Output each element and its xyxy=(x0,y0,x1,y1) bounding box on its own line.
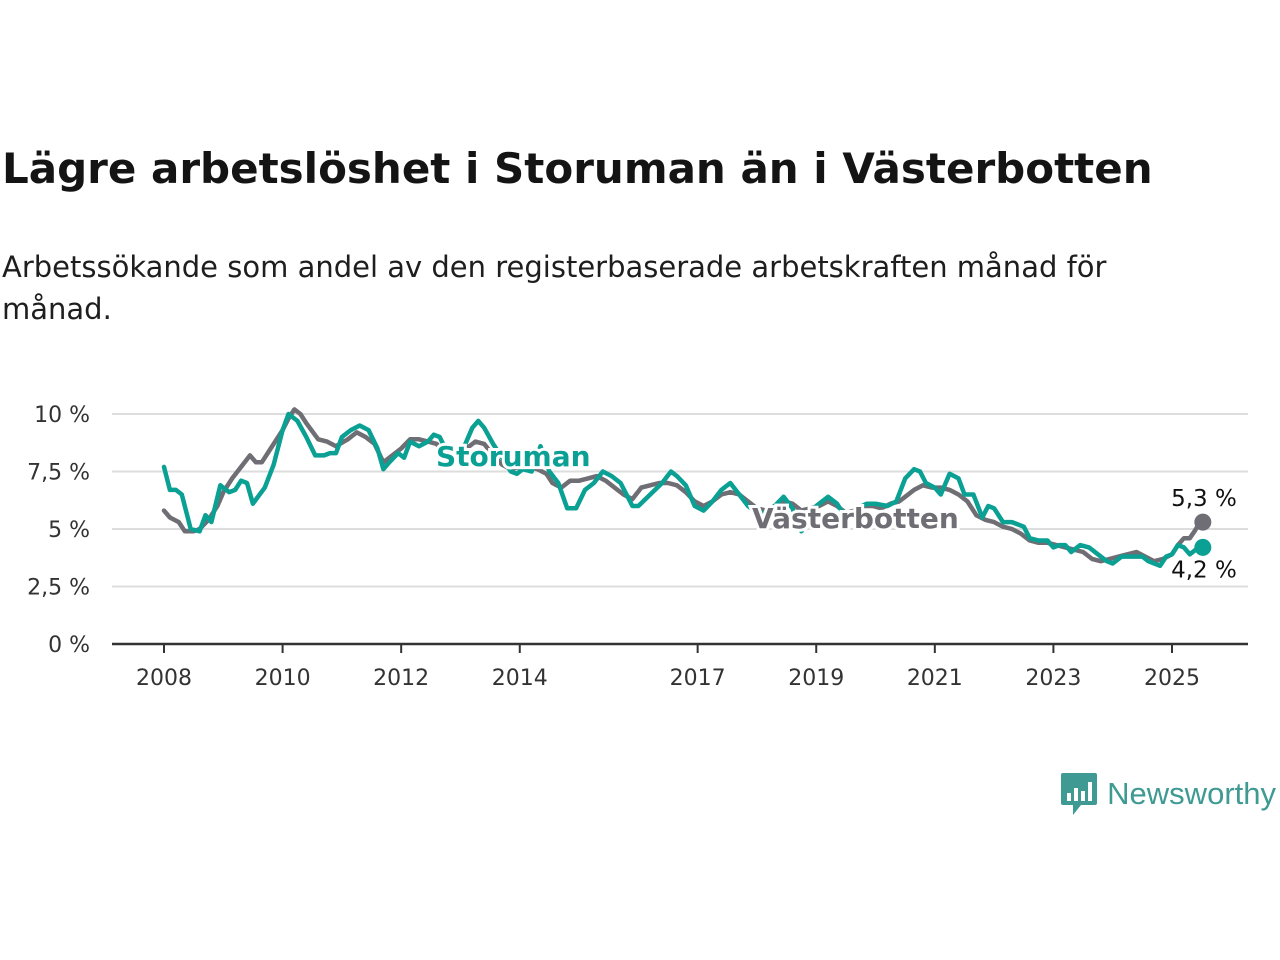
x-tick-label: 2017 xyxy=(670,666,726,691)
end-value-storuman: 4,2 % xyxy=(1171,557,1237,583)
x-tick-label: 2025 xyxy=(1144,666,1200,691)
x-tick-label: 2010 xyxy=(255,666,311,691)
end-point-vasterbotten xyxy=(1194,513,1212,531)
y-tick-label: 7,5 % xyxy=(27,461,90,486)
x-tick-label: 2008 xyxy=(136,666,192,691)
end-point-storuman xyxy=(1194,538,1212,556)
y-tick-label: 0 % xyxy=(48,633,90,658)
series-label-storuman: Storuman xyxy=(436,440,591,473)
series-line-vasterbotten xyxy=(161,407,1206,564)
brand-name: Newsworthy xyxy=(1107,776,1276,811)
newsworthy-logo: Newsworthy xyxy=(1059,772,1276,816)
series-line-storuman xyxy=(161,411,1206,569)
series-layer xyxy=(161,407,1212,569)
y-tick-label: 10 % xyxy=(34,403,90,428)
y-tick-label: 5 % xyxy=(48,518,90,543)
label-layer: Storuman Västerbotten 5,3 % 4,2 % xyxy=(433,437,1237,583)
series-label-vasterbotten: Västerbotten xyxy=(752,502,959,535)
x-tick-label: 2023 xyxy=(1025,666,1081,691)
chart-subtitle: Arbetssökande som andel av den registerb… xyxy=(2,250,1107,326)
newsworthy-chart-bubble-icon xyxy=(1061,773,1098,815)
x-tick-label: 2019 xyxy=(788,666,844,691)
y-tick-label: 2,5 % xyxy=(27,576,90,601)
x-tick-label: 2021 xyxy=(907,666,963,691)
x-tick-label: 2012 xyxy=(373,666,429,691)
end-value-vasterbotten: 5,3 % xyxy=(1171,486,1237,512)
axis-layer: 0 % 2,5 % 5 % 7,5 % 10 % 2008 2010 2012 2014 2017… xyxy=(27,403,1248,691)
chart-title: Lägre arbetslöshet i Storuman än i Väste… xyxy=(2,144,1153,193)
x-tick-label: 2014 xyxy=(492,666,548,691)
line-chart: 0 % 2,5 % 5 % 7,5 % 10 % 2008 2010 2012 2014 2017… xyxy=(27,403,1248,691)
